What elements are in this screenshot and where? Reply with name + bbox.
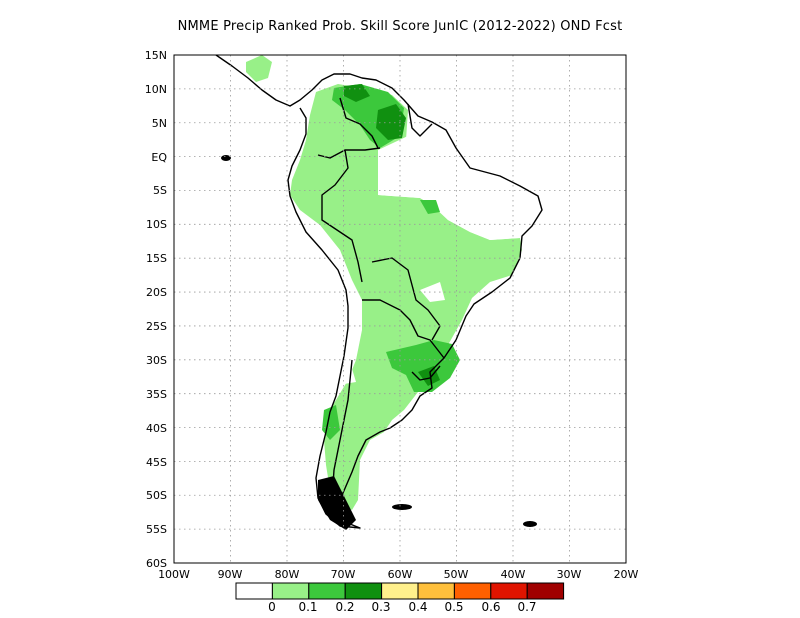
colorbar-label: 0.3	[371, 600, 390, 614]
lon-label: 40W	[501, 568, 526, 581]
lat-label: 5S	[153, 184, 167, 197]
lat-label: 15N	[145, 49, 167, 62]
colorbar-label: 0.2	[335, 600, 354, 614]
lon-label: 90W	[218, 568, 243, 581]
colorbar	[235, 582, 565, 600]
lat-label: 10N	[145, 83, 167, 96]
lon-label: 80W	[275, 568, 300, 581]
colorbar-swatch	[381, 582, 419, 600]
lat-label: 20S	[146, 286, 167, 299]
colorbar-label: 0.1	[298, 600, 317, 614]
colorbar-swatch	[417, 582, 455, 600]
colorbar-swatch	[271, 582, 310, 600]
lat-label: 10S	[146, 218, 167, 231]
map-panel	[173, 54, 627, 564]
lon-label: 20W	[614, 568, 639, 581]
colorbar-swatch	[490, 582, 528, 600]
islands	[221, 155, 537, 530]
colorbar-label: 0.7	[517, 600, 536, 614]
lat-label: 50S	[146, 489, 167, 502]
colorbar-swatch	[235, 582, 273, 600]
coastlines	[215, 54, 543, 529]
lon-label: 50W	[444, 568, 469, 581]
colorbar-label: 0.5	[444, 600, 463, 614]
colorbar-swatch	[453, 582, 492, 600]
lat-label: 30S	[146, 354, 167, 367]
lat-label: 25S	[146, 320, 167, 333]
lon-label: 60W	[388, 568, 413, 581]
lat-label: 35S	[146, 388, 167, 401]
map-frame	[173, 54, 627, 564]
lat-label: 5N	[152, 117, 167, 130]
colorbar-swatch	[308, 582, 346, 600]
lat-label: 60S	[146, 557, 167, 570]
lat-label: 15S	[146, 252, 167, 265]
lon-axis: 100W 90W 80W 70W 60W 50W 40W 30W 20W	[158, 568, 638, 581]
lat-label: 45S	[146, 456, 167, 469]
lat-label: EQ	[151, 151, 167, 164]
colorbar-label: 0.4	[408, 600, 427, 614]
lon-label: 100W	[158, 568, 190, 581]
colorbar-label: 0	[268, 600, 276, 614]
lat-axis: 15N 10N 5N EQ 5S 10S 15S 20S 25S 30S 35S…	[145, 49, 168, 570]
lat-label: 40S	[146, 422, 167, 435]
colorbar-label: 0.6	[481, 600, 500, 614]
graticule	[174, 55, 626, 563]
lon-label: 30W	[557, 568, 582, 581]
map-title: NMME Precip Ranked Prob. Skill Score Jun…	[177, 19, 623, 34]
colorbar-swatch	[526, 582, 565, 600]
lat-label: 55S	[146, 523, 167, 536]
colorbar-swatch	[344, 582, 383, 600]
lon-label: 70W	[331, 568, 356, 581]
colorbar-labels: 0 0.1 0.2 0.3 0.4 0.5 0.6 0.7	[268, 600, 536, 614]
